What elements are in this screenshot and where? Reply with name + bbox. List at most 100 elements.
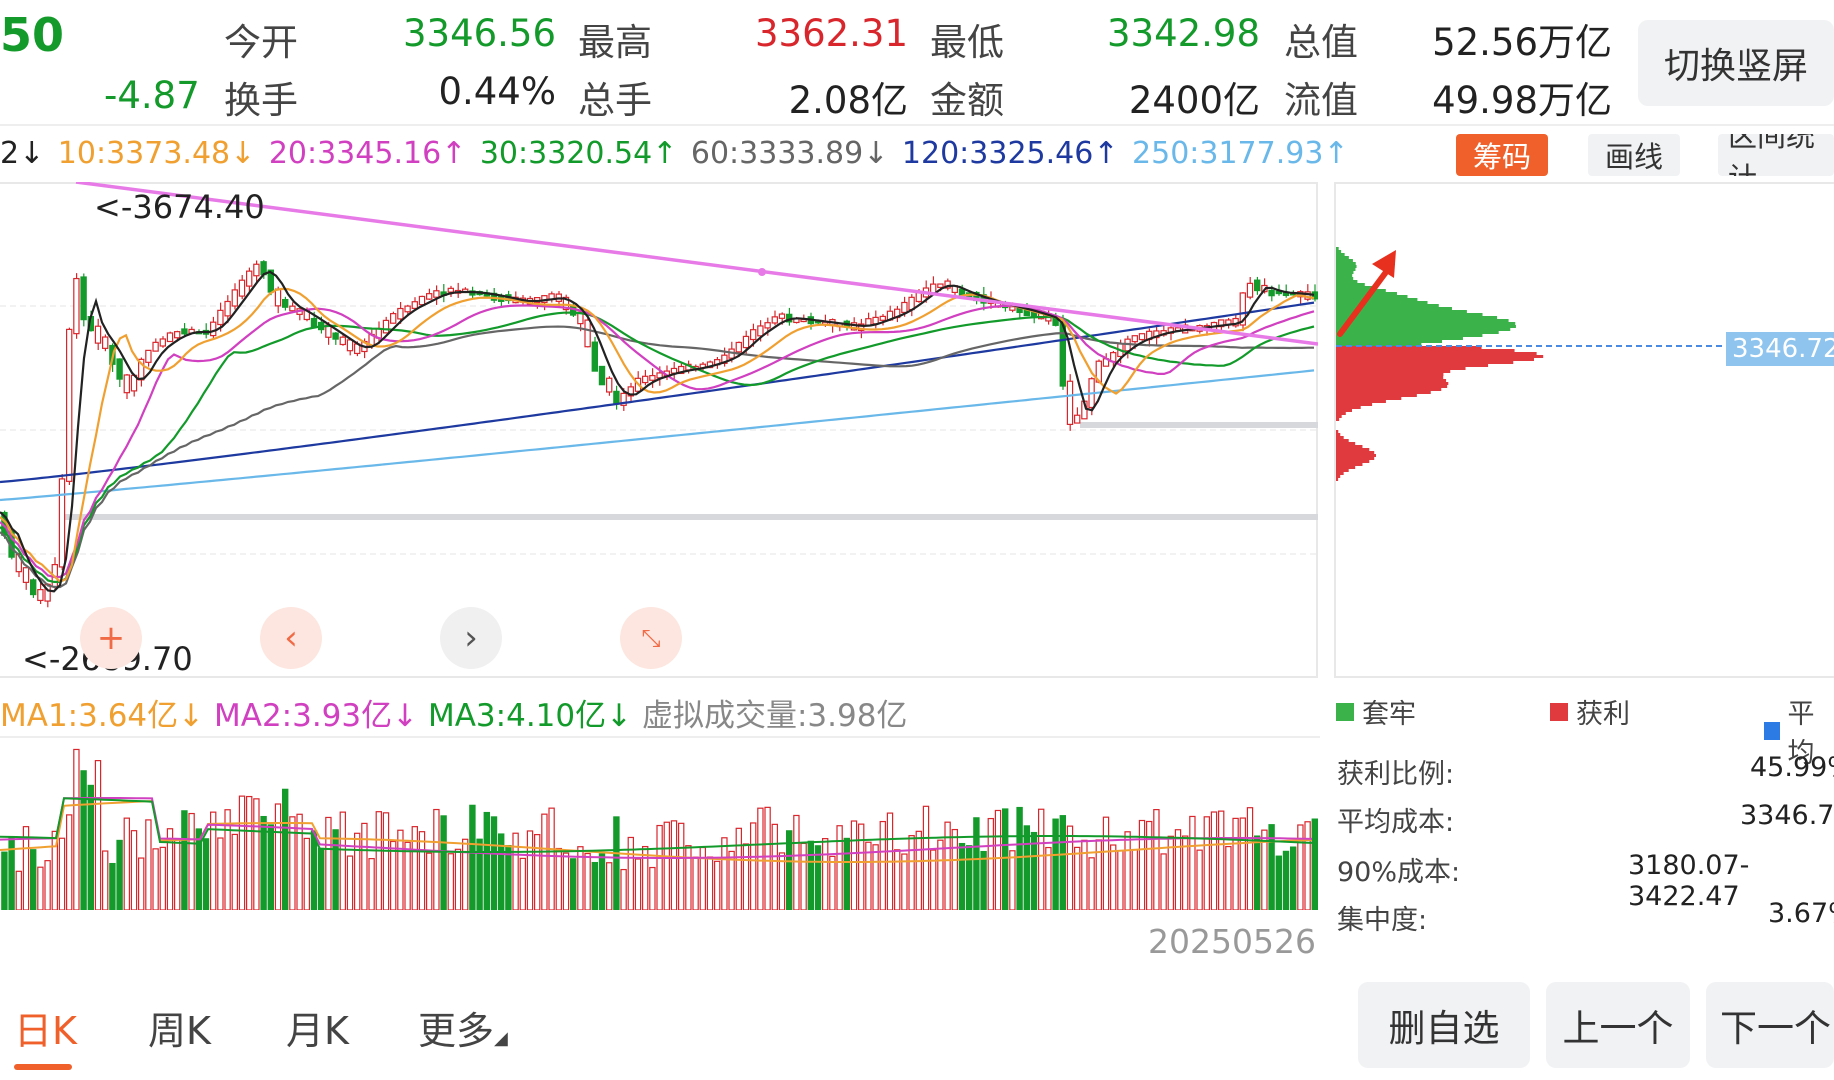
volume-bar [1282,850,1290,910]
volume-bar [879,820,887,910]
candle-body [65,328,73,482]
open-value: 3346.56 [402,12,556,55]
ma60-line [0,325,1314,589]
volume-bar [771,823,779,910]
volume-bar [246,795,253,910]
prev-stock-button[interactable]: 上一个 [1546,982,1690,1068]
volume-bar [994,809,1002,910]
draw-line-button[interactable]: 画线 [1588,134,1680,176]
volume-bar [1117,850,1124,910]
volume-bar [1088,857,1095,910]
candle-body [670,367,678,374]
chip-bar [1336,379,1447,382]
chips-button[interactable]: 筹码 [1456,134,1548,176]
volume-ma-bar: MA1:3.64亿↓ MA2:3.93亿↓ MA3:4.10亿↓ 虚拟成交量:3… [0,690,907,735]
trend-line-handle[interactable] [758,268,766,276]
volume-bar [469,804,476,910]
chip-bar [1336,391,1431,394]
ma30-line [0,311,1315,584]
candle-body [289,305,296,312]
candle-body [757,325,764,337]
volume-bar [692,856,699,910]
volume-bar [901,853,908,910]
volume-bar [1066,825,1074,910]
volume-bar [109,862,116,910]
trend-line[interactable] [75,182,1318,346]
candle-body [231,289,238,307]
volume-chart[interactable] [0,738,1318,910]
volume-bar [937,839,944,910]
header-divider [0,124,1834,126]
volume-bar [1268,824,1275,910]
tab-more[interactable]: 更多◢ [418,1000,508,1055]
zoom-in-icon[interactable]: + [80,607,142,669]
volume-bar [8,836,15,910]
volume-bar [519,857,527,910]
low-label: 最低 [930,21,1004,64]
chip-bar [1336,373,1444,376]
switch-portrait-button[interactable]: 切换竖屏 [1638,20,1834,106]
chip-bar [1336,403,1373,406]
tab-daily[interactable]: 日K [14,1009,77,1053]
collapse-icon[interactable]: ⤡ [620,607,682,669]
next-stock-button[interactable]: 下一个 [1706,982,1834,1068]
chip-bar [1336,355,1544,358]
chip-bar [1336,334,1483,337]
ma5-value: 2↓ [0,136,45,171]
volume-bar [404,841,411,910]
volume-bar [138,857,145,910]
caret-down-icon: ◢ [494,1028,508,1049]
avg-cost-tag: 3346.72 [1726,332,1834,366]
volume-bar [1181,835,1189,910]
vol-ma2: MA2:3.93亿↓ [213,698,419,734]
volume-bar [145,819,152,910]
candle-body [1009,306,1016,311]
open-label: 今开 [224,21,298,64]
volume-bar [1102,816,1110,910]
volume-bar [1059,815,1066,910]
range-stat-button[interactable]: 区间统计 [1718,134,1834,176]
volume-bar [1001,808,1009,910]
volume-bar [490,816,498,910]
candle-body [346,339,354,352]
volume-bar [382,812,390,910]
legend-locked: 套牢 [1336,692,1416,731]
volume-bar [1109,844,1117,910]
date-label: 20250526 [1148,922,1316,961]
volume-bar [1246,807,1254,910]
candle-body [282,298,289,308]
volume-bar [713,860,721,910]
volume-bar [1095,839,1102,910]
kline-chart[interactable]: <-3674.40 <-2689.70 [0,182,1318,678]
chip-bar [1336,415,1342,418]
chip-bar [1336,295,1408,298]
volume-bar [224,809,231,910]
volume-bar [296,813,303,910]
candle-body [224,300,231,317]
chevron-right-icon[interactable]: › [440,607,502,669]
candle-body [937,283,944,289]
chip-bar [1336,280,1358,283]
volume-bar [944,821,951,910]
price-value: 50 [0,8,65,62]
candle-body [390,313,397,324]
volume-bar [325,816,332,910]
chip-bar [1336,406,1361,409]
tab-monthly[interactable]: 月K [286,1009,349,1053]
candle-body [1066,380,1074,426]
candle-body [80,276,87,321]
chevron-left-icon[interactable]: ‹ [260,607,322,669]
chip-bar [1336,289,1386,292]
concentration-value: 3.67% [1768,898,1834,929]
volume-bar [1261,829,1268,910]
volume-bar [634,858,642,910]
remove-watchlist-button[interactable]: 删自选 [1358,982,1530,1068]
vol-ma2-line [0,797,1313,859]
chip-bar [1336,457,1375,460]
tab-weekly[interactable]: 周K [148,1009,211,1053]
candle-body [649,375,656,381]
volume-bar [857,823,865,910]
chip-bar [1336,385,1448,388]
chip-bar [1336,430,1339,433]
chip-bar [1336,448,1370,451]
